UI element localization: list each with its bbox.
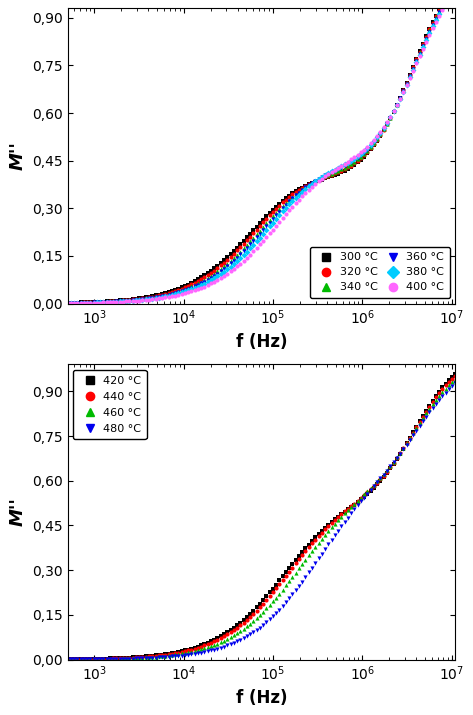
X-axis label: f (Hz): f (Hz) xyxy=(236,332,287,350)
X-axis label: f (Hz): f (Hz) xyxy=(236,689,287,706)
Legend: 420 °C, 440 °C, 460 °C, 480 °C: 420 °C, 440 °C, 460 °C, 480 °C xyxy=(73,370,147,440)
Legend: 300 °C, 320 °C, 340 °C, 360 °C, 380 °C, 400 °C: 300 °C, 320 °C, 340 °C, 360 °C, 380 °C, … xyxy=(310,247,450,298)
Y-axis label: M'': M'' xyxy=(9,142,26,170)
Y-axis label: M'': M'' xyxy=(9,498,26,526)
